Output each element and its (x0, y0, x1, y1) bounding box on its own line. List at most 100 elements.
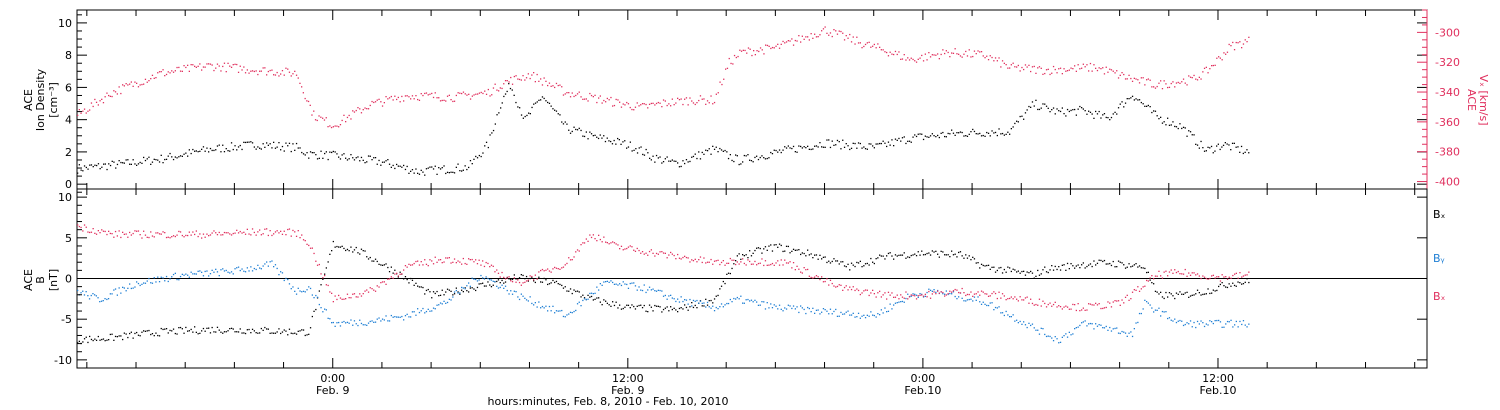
data-point (900, 140, 902, 142)
data-point (750, 255, 753, 257)
data-point (1163, 271, 1165, 273)
data-point (374, 101, 377, 103)
data-point (668, 254, 670, 256)
data-point (561, 121, 563, 123)
data-point (1158, 293, 1160, 295)
data-point (179, 155, 182, 157)
data-point (487, 281, 489, 283)
data-point (1154, 275, 1157, 277)
data-point (445, 302, 447, 304)
data-point (336, 245, 338, 248)
data-point (164, 232, 166, 234)
data-point (1119, 74, 1121, 76)
data-point (1026, 271, 1028, 273)
data-point (453, 258, 456, 260)
data-point (768, 45, 770, 47)
data-point (187, 155, 189, 157)
data-point (78, 109, 80, 111)
data-point (819, 278, 821, 281)
data-point (1068, 331, 1070, 333)
data-point (889, 144, 891, 146)
data-point (1193, 294, 1195, 296)
data-point (603, 135, 605, 137)
data-point (989, 135, 991, 137)
data-point (1023, 118, 1025, 120)
data-point (113, 90, 115, 92)
data-point (680, 98, 682, 100)
data-point (197, 270, 199, 272)
data-point (1019, 320, 1021, 323)
data-point (1138, 82, 1141, 84)
data-point (777, 246, 779, 248)
data-point (122, 231, 124, 233)
data-point (1184, 127, 1186, 129)
data-point (715, 146, 717, 148)
data-point (1082, 321, 1084, 323)
data-point (666, 257, 668, 259)
data-point (1181, 293, 1183, 295)
data-point (255, 234, 257, 236)
data-point (863, 146, 865, 148)
data-point (689, 306, 691, 308)
data-point (649, 157, 651, 159)
data-point (805, 147, 807, 149)
data-point (652, 310, 654, 312)
data-point (608, 140, 610, 142)
data-point (1222, 144, 1225, 146)
data-point (712, 103, 714, 105)
data-point (155, 159, 157, 161)
data-point (174, 235, 176, 238)
data-point (453, 291, 456, 293)
data-point (218, 65, 220, 67)
data-point (599, 95, 601, 97)
data-point (1237, 42, 1239, 44)
data-point (877, 143, 879, 145)
data-point (831, 313, 833, 315)
data-point (134, 332, 136, 335)
data-point (712, 145, 714, 147)
data-point (1200, 78, 1202, 80)
data-point (580, 96, 582, 98)
data-point (95, 339, 98, 341)
data-point (274, 332, 277, 334)
data-point (113, 161, 115, 163)
data-point (1207, 146, 1209, 148)
data-point (130, 163, 132, 165)
data-point (518, 298, 521, 301)
data-point (857, 42, 860, 44)
data-point (1035, 72, 1037, 74)
data-point (684, 98, 686, 100)
data-point (122, 162, 124, 164)
data-point (273, 266, 275, 268)
data-point (1156, 275, 1158, 277)
data-point (158, 161, 161, 163)
data-point (789, 147, 791, 149)
data-point (1177, 270, 1179, 273)
data-point (933, 289, 935, 291)
data-point (295, 333, 298, 335)
data-point (582, 98, 584, 100)
data-point (924, 295, 926, 297)
data-point (1044, 333, 1046, 336)
data-point (1184, 323, 1186, 326)
data-point (664, 158, 666, 160)
data-point (77, 172, 79, 174)
data-point (380, 101, 382, 103)
data-point (215, 67, 217, 69)
data-point (766, 157, 768, 160)
data-point (331, 250, 333, 252)
data-point (244, 271, 247, 273)
data-point (664, 252, 666, 254)
data-point (812, 37, 814, 39)
data-point (324, 274, 326, 277)
data-point (922, 296, 925, 298)
data-point (246, 228, 248, 230)
data-point (641, 103, 644, 105)
data-point (492, 87, 495, 89)
data-point (362, 250, 364, 252)
data-point (592, 234, 594, 236)
data-point (706, 100, 709, 102)
data-point (220, 331, 222, 333)
data-point (1142, 308, 1144, 310)
data-point (292, 143, 294, 145)
